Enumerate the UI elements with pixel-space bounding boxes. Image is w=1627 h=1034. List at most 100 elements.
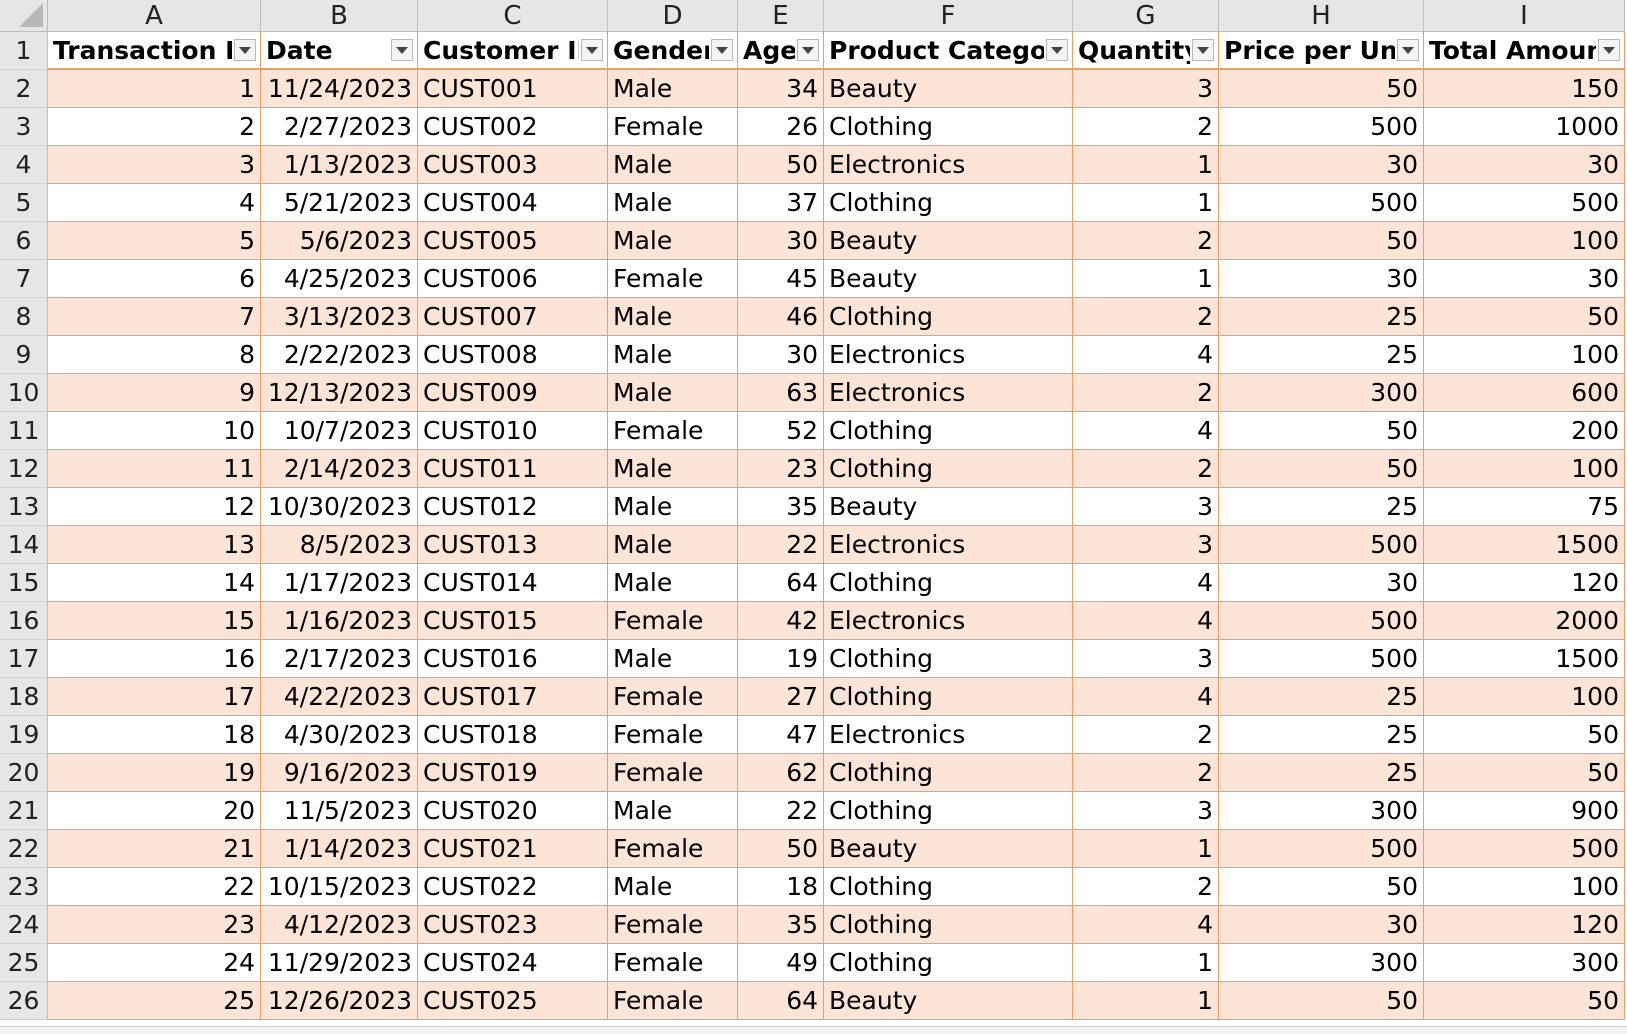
column-header-c[interactable]: C <box>418 0 608 32</box>
table-cell[interactable]: 50 <box>1219 412 1424 450</box>
table-cell[interactable]: 5 <box>48 222 261 260</box>
column-header-e[interactable]: E <box>738 0 824 32</box>
table-cell[interactable]: 50 <box>1424 298 1625 336</box>
table-cell[interactable]: 2/22/2023 <box>261 336 418 374</box>
table-cell[interactable]: CUST014 <box>418 564 608 602</box>
table-cell[interactable]: CUST004 <box>418 184 608 222</box>
table-cell[interactable]: Female <box>608 678 738 716</box>
table-cell[interactable]: 4 <box>48 184 261 222</box>
table-cell[interactable]: 500 <box>1219 640 1424 678</box>
table-cell[interactable]: Clothing <box>824 906 1073 944</box>
table-cell[interactable]: 25 <box>1219 754 1424 792</box>
table-cell[interactable]: 5/6/2023 <box>261 222 418 260</box>
table-cell[interactable]: 50 <box>1219 450 1424 488</box>
table-cell[interactable]: 1 <box>1073 260 1219 298</box>
table-cell[interactable]: CUST002 <box>418 108 608 146</box>
table-cell[interactable]: Clothing <box>824 108 1073 146</box>
table-cell[interactable]: 18 <box>738 868 824 906</box>
table-cell[interactable]: Male <box>608 564 738 602</box>
table-cell[interactable]: 8 <box>48 336 261 374</box>
table-cell[interactable]: Clothing <box>824 412 1073 450</box>
table-cell[interactable]: 10/30/2023 <box>261 488 418 526</box>
table-cell[interactable]: 17 <box>48 678 261 716</box>
table-cell[interactable]: 47 <box>738 716 824 754</box>
table-cell[interactable]: 4/30/2023 <box>261 716 418 754</box>
table-cell[interactable]: CUST022 <box>418 868 608 906</box>
table-cell[interactable]: 24 <box>48 944 261 982</box>
row-header-10[interactable]: 10 <box>0 374 48 412</box>
filter-dropdown-icon[interactable] <box>797 39 819 61</box>
table-cell[interactable]: 900 <box>1424 792 1625 830</box>
table-cell[interactable]: Beauty <box>824 830 1073 868</box>
table-cell[interactable]: 10 <box>48 412 261 450</box>
table-cell[interactable]: 30 <box>1219 564 1424 602</box>
table-cell[interactable]: 1 <box>1073 944 1219 982</box>
table-cell[interactable]: Clothing <box>824 450 1073 488</box>
table-cell[interactable]: CUST010 <box>418 412 608 450</box>
table-cell[interactable]: 1/17/2023 <box>261 564 418 602</box>
filter-dropdown-icon[interactable] <box>711 39 733 61</box>
column-header-f[interactable]: F <box>824 0 1073 32</box>
table-cell[interactable]: 30 <box>738 336 824 374</box>
table-cell[interactable]: 2/27/2023 <box>261 108 418 146</box>
table-header-cell[interactable]: Date <box>261 32 418 70</box>
table-cell[interactable]: 25 <box>1219 716 1424 754</box>
table-cell[interactable]: 25 <box>1219 678 1424 716</box>
table-cell[interactable]: 2/17/2023 <box>261 640 418 678</box>
table-cell[interactable]: 3 <box>1073 640 1219 678</box>
table-cell[interactable]: 9/16/2023 <box>261 754 418 792</box>
table-cell[interactable]: 1/16/2023 <box>261 602 418 640</box>
table-cell[interactable]: 8/5/2023 <box>261 526 418 564</box>
table-cell[interactable]: Electronics <box>824 716 1073 754</box>
table-cell[interactable]: 600 <box>1424 374 1625 412</box>
table-cell[interactable]: 2 <box>1073 374 1219 412</box>
table-cell[interactable]: 12/13/2023 <box>261 374 418 412</box>
table-cell[interactable]: 2 <box>1073 222 1219 260</box>
table-cell[interactable]: CUST025 <box>418 982 608 1020</box>
table-cell[interactable]: 1 <box>1073 146 1219 184</box>
table-header-cell[interactable]: Customer ID <box>418 32 608 70</box>
row-header-6[interactable]: 6 <box>0 222 48 260</box>
table-cell[interactable]: Female <box>608 412 738 450</box>
row-header-7[interactable]: 7 <box>0 260 48 298</box>
table-cell[interactable]: Female <box>608 906 738 944</box>
table-cell[interactable]: 30 <box>1219 146 1424 184</box>
table-cell[interactable]: 13 <box>48 526 261 564</box>
table-cell[interactable]: 4 <box>1073 678 1219 716</box>
table-cell[interactable]: 500 <box>1219 108 1424 146</box>
table-cell[interactable]: Clothing <box>824 564 1073 602</box>
table-cell[interactable]: CUST019 <box>418 754 608 792</box>
table-cell[interactable]: 49 <box>738 944 824 982</box>
column-header-h[interactable]: H <box>1219 0 1424 32</box>
table-cell[interactable]: 4/22/2023 <box>261 678 418 716</box>
row-header-9[interactable]: 9 <box>0 336 48 374</box>
table-cell[interactable]: 300 <box>1219 792 1424 830</box>
table-cell[interactable]: Electronics <box>824 146 1073 184</box>
table-cell[interactable]: 7 <box>48 298 261 336</box>
row-header-3[interactable]: 3 <box>0 108 48 146</box>
table-cell[interactable]: 50 <box>1424 982 1625 1020</box>
table-cell[interactable]: Clothing <box>824 298 1073 336</box>
table-cell[interactable]: 150 <box>1424 70 1625 108</box>
table-cell[interactable]: 50 <box>1424 754 1625 792</box>
table-cell[interactable]: 3 <box>48 146 261 184</box>
table-cell[interactable]: CUST018 <box>418 716 608 754</box>
row-header-23[interactable]: 23 <box>0 868 48 906</box>
row-header-17[interactable]: 17 <box>0 640 48 678</box>
column-header-a[interactable]: A <box>48 0 261 32</box>
table-cell[interactable]: 3 <box>1073 70 1219 108</box>
table-cell[interactable]: 100 <box>1424 222 1625 260</box>
table-cell[interactable]: 12/26/2023 <box>261 982 418 1020</box>
table-header-cell[interactable]: Total Amount <box>1424 32 1625 70</box>
table-cell[interactable]: 50 <box>738 146 824 184</box>
table-cell[interactable]: 100 <box>1424 678 1625 716</box>
table-cell[interactable]: 19 <box>48 754 261 792</box>
column-header-d[interactable]: D <box>608 0 738 32</box>
row-header-13[interactable]: 13 <box>0 488 48 526</box>
table-cell[interactable]: Male <box>608 488 738 526</box>
table-cell[interactable]: Electronics <box>824 602 1073 640</box>
table-cell[interactable]: 22 <box>738 792 824 830</box>
table-cell[interactable]: 22 <box>738 526 824 564</box>
table-cell[interactable]: 25 <box>1219 298 1424 336</box>
table-header-cell[interactable]: Transaction ID <box>48 32 261 70</box>
